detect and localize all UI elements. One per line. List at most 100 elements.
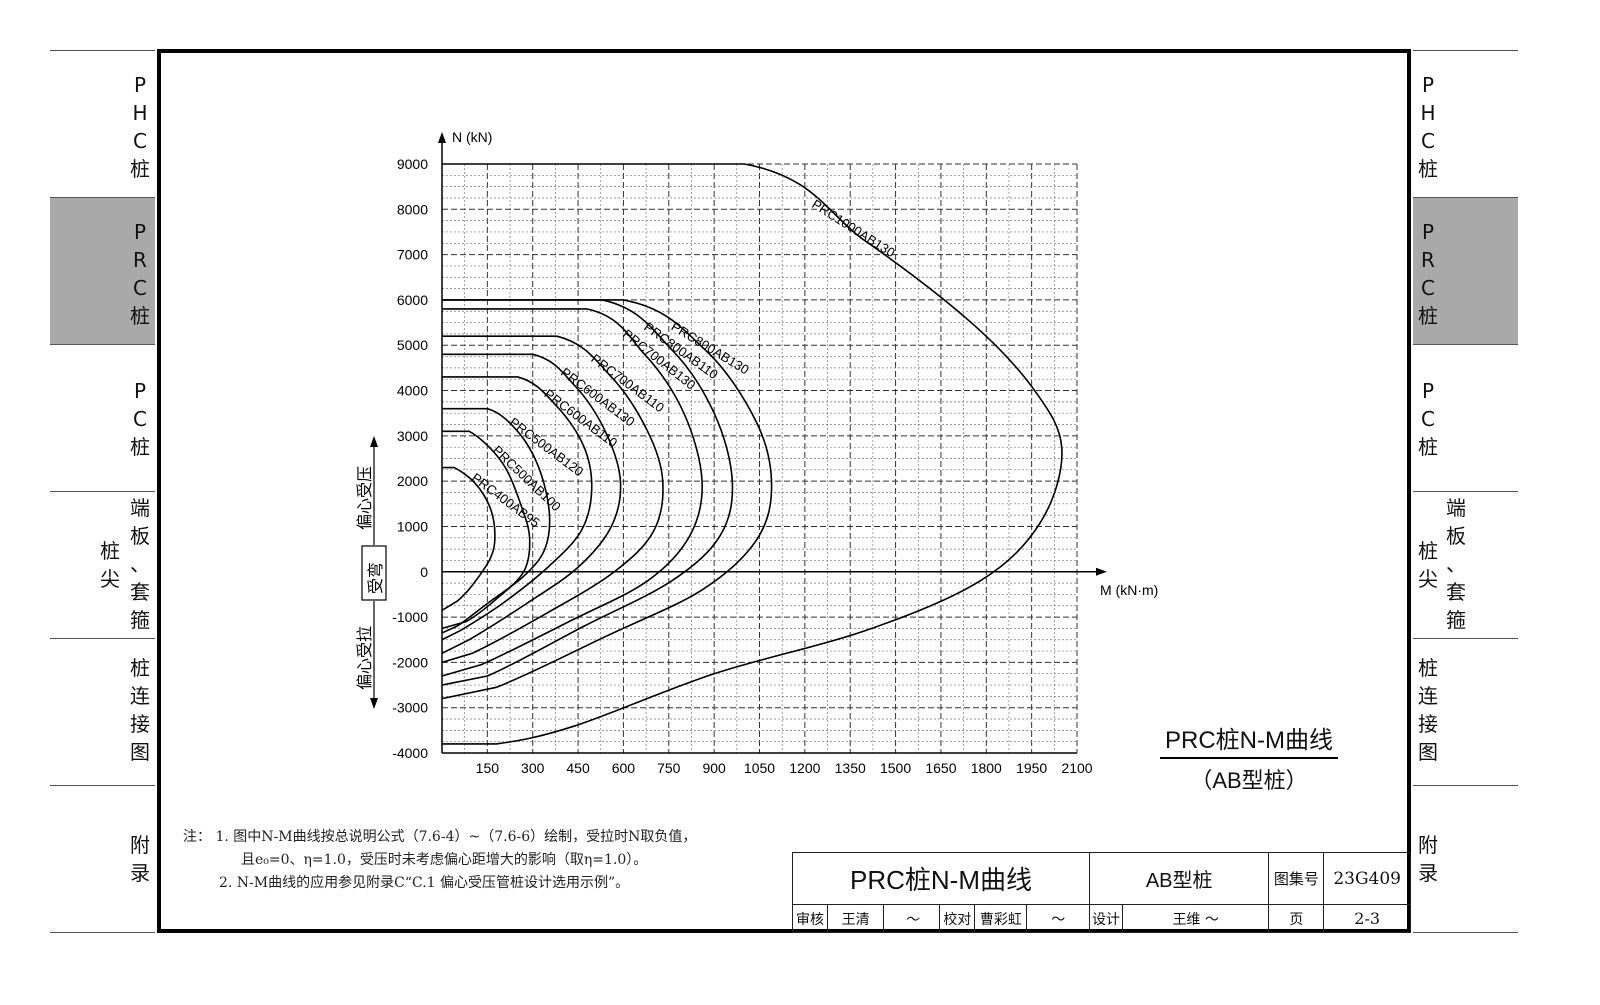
note-line-3: 2. N-M曲线的应用参见附录C“C.1 偏心受压管桩设计选用示例”。 <box>219 875 630 891</box>
x-tick-label: 1200 <box>789 760 820 776</box>
y-tick-label: 6000 <box>397 292 428 308</box>
y-tick-label: 1000 <box>397 518 428 534</box>
x-tick-label: 1950 <box>1016 760 1047 776</box>
sidebar-item-label: 桩连接图 <box>130 656 150 764</box>
series-line-prc700ab130 <box>441 308 703 677</box>
plot-title-line1: PRC桩N-M曲线 <box>1160 720 1338 759</box>
y-tick-label: 9000 <box>397 156 428 172</box>
x-tick-label: 1650 <box>925 760 956 776</box>
sidebar-item-label: 端板、套箍 <box>1446 496 1466 632</box>
check-label: 校对 <box>939 904 976 933</box>
series-line-prc600ab110 <box>441 376 593 641</box>
note-line-2: 且e₀=0、η=1.0，受压时未考虑偏心距增大的影响（取η=1.0）。 <box>241 852 648 868</box>
drawing-title: PRC桩N-M曲线 <box>792 852 1090 905</box>
chart-grid <box>441 163 1078 754</box>
sidebar-item-appendix[interactable]: 附录 <box>50 785 155 933</box>
x-axis-label: M (kN·m) <box>1100 582 1158 598</box>
checker-signature: 〜 <box>1026 904 1090 933</box>
x-tick-label: 2100 <box>1061 760 1092 776</box>
chart-axes <box>438 132 1107 754</box>
plot-title: PRC桩N-M曲线 （AB型桩） <box>1160 720 1338 795</box>
y-tick-label: -1000 <box>392 609 428 625</box>
tension-arrow-head <box>370 698 378 709</box>
chart-tick-labels: 150 300 450 600 750 900 1050 1200 1350 1500 1650 18… <box>392 156 1093 776</box>
note-line-1: 注： 1. 图中N-M曲线按总说明公式（7.6-4）~（7.6-6）绘制，受拉时… <box>183 829 697 845</box>
compression-label: 偏心受压 <box>356 466 374 530</box>
review-label: 审核 <box>792 904 828 933</box>
title-block: PRC桩N-M曲线 AB型桩 图集号 23G409 审核 王清 〜 校对 曹彩虹… <box>792 852 1411 933</box>
x-axis-arrow <box>1096 567 1107 576</box>
sidebar-item-label: 附录 <box>1418 833 1438 885</box>
y-tick-label: -4000 <box>392 745 428 761</box>
atlas-label: 图集号 <box>1268 852 1325 905</box>
series-line-prc400ab95 <box>441 466 496 611</box>
y-tick-label: 8000 <box>397 201 428 217</box>
sidebar-item-label: 桩连接图 <box>1418 656 1438 764</box>
x-tick-label: 1800 <box>971 760 1002 776</box>
page-label: 页 <box>1268 904 1325 933</box>
y-tick-label: 4000 <box>397 383 428 399</box>
x-tick-label: 150 <box>476 760 500 776</box>
checker-name: 曹彩虹 <box>974 904 1028 933</box>
y-tick-label: 7000 <box>397 247 428 263</box>
y-tick-label: 3000 <box>397 428 428 444</box>
designer-name-and-signature: 王维 〜 <box>1121 904 1270 933</box>
atlas-number: 23G409 <box>1323 852 1411 905</box>
series-line-prc500ab100 <box>441 430 531 630</box>
y-axis-label: N (kN) <box>452 129 492 145</box>
series-line-prc500ab120 <box>441 407 551 634</box>
series-line-prc700ab110 <box>441 335 664 664</box>
sidebar-item-label-2: 桩尖 <box>100 539 120 591</box>
reviewer-name: 王清 <box>826 904 885 933</box>
chart-curves <box>441 163 1063 745</box>
x-tick-label: 600 <box>612 760 636 776</box>
sidebar-item-endplate[interactable]: 端板、套箍 桩尖 <box>1413 491 1518 638</box>
sidebar-item-label: 附录 <box>130 833 150 885</box>
y-tick-label: 0 <box>420 564 428 580</box>
x-tick-label: 1050 <box>744 760 775 776</box>
x-tick-label: 750 <box>657 760 681 776</box>
series-line-prc600ab130 <box>441 353 622 655</box>
reviewer-signature: 〜 <box>883 904 941 933</box>
sidebar-item-label: 端板、套箍 <box>130 496 150 632</box>
series-line-prc800ab110 <box>441 299 734 686</box>
y-tick-label: -3000 <box>392 700 428 716</box>
y-tick-label: 2000 <box>397 473 428 489</box>
y-tick-label: -2000 <box>392 654 428 670</box>
series-label-prc1000ab130: PRC1000AB130 <box>809 196 898 260</box>
sidebar-item-connection[interactable]: 桩连接图 <box>50 638 155 785</box>
drawing-frame <box>157 49 1411 933</box>
x-tick-label: 300 <box>521 760 545 776</box>
x-tick-label: 450 <box>566 760 590 776</box>
x-tick-label: 1350 <box>835 760 866 776</box>
x-tick-label: 1500 <box>880 760 911 776</box>
tension-label: 偏心受拉 <box>356 626 374 690</box>
x-tick-label: 900 <box>702 760 726 776</box>
design-label: 设计 <box>1089 904 1123 933</box>
series-line-prc1000ab130 <box>442 163 1063 745</box>
sidebar-item-connection[interactable]: 桩连接图 <box>1413 638 1518 785</box>
y-tick-label: 5000 <box>397 337 428 353</box>
page-number: 2-3 <box>1323 904 1411 933</box>
pile-type: AB型桩 <box>1088 852 1270 905</box>
compression-arrow-head <box>370 436 378 447</box>
notes: 注： 1. 图中N-M曲线按总说明公式（7.6-4）~（7.6-6）绘制，受拉时… <box>183 826 696 895</box>
series-line-prc800ab130 <box>441 299 773 700</box>
sidebar-item-appendix[interactable]: 附录 <box>1413 785 1518 933</box>
designer-name: 王维 <box>1172 911 1201 928</box>
sidebar-item-endplate[interactable]: 端板、套箍 桩尖 <box>50 491 155 638</box>
y-axis-arrow <box>438 132 446 143</box>
bending-box <box>361 545 387 601</box>
